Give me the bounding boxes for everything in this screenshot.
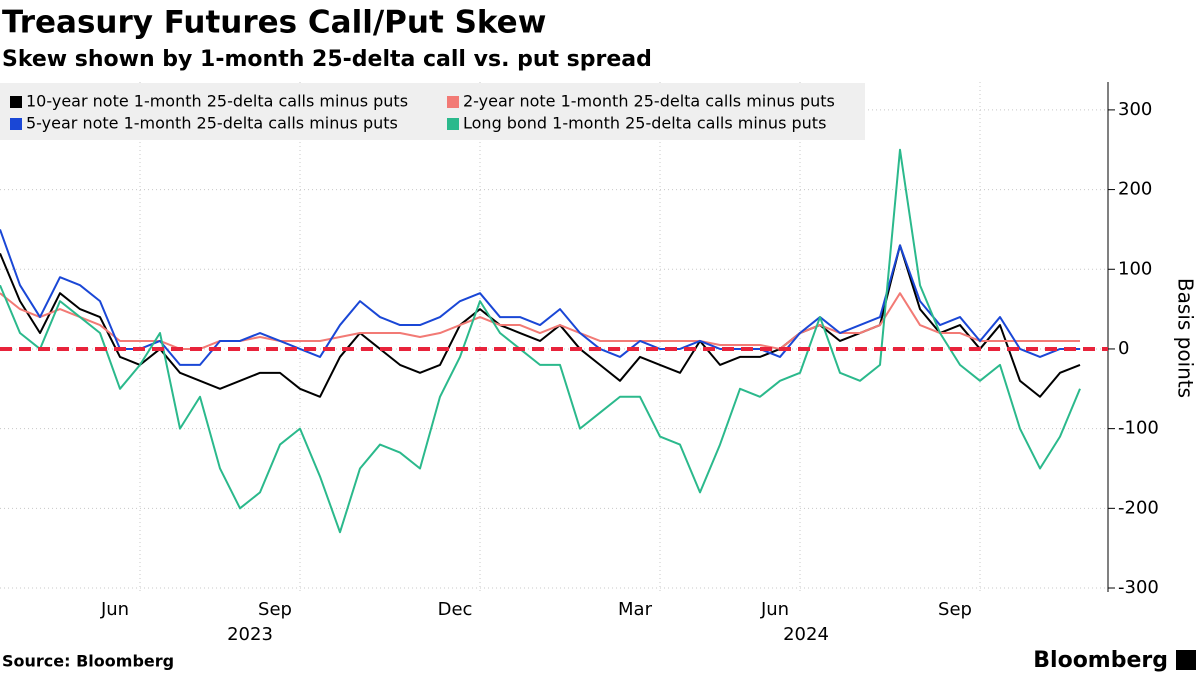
x-tick-label: Sep bbox=[258, 599, 292, 620]
chart-title: Treasury Futures Call/Put Skew bbox=[2, 5, 546, 41]
x-tick-label: Dec bbox=[438, 599, 473, 620]
y-tick-label: 100 bbox=[1118, 258, 1152, 279]
series-line bbox=[0, 229, 1080, 366]
year-label: 2024 bbox=[783, 624, 829, 645]
brand-icon bbox=[1176, 650, 1196, 670]
chart-subtitle: Skew shown by 1-month 25-delta call vs. … bbox=[2, 47, 652, 72]
y-axis-label: Basis points bbox=[1174, 278, 1198, 398]
legend-box bbox=[0, 83, 865, 140]
series-line bbox=[0, 148, 1081, 534]
legend-swatch bbox=[10, 96, 22, 108]
y-tick-label: 300 bbox=[1118, 99, 1152, 120]
source: Source: Bloomberg bbox=[2, 652, 174, 671]
legend-label: 5-year note 1-month 25-delta calls minus… bbox=[26, 114, 398, 133]
y-tick-label: -200 bbox=[1118, 497, 1159, 518]
x-tick-label: Jun bbox=[760, 599, 789, 620]
y-tick-label: 200 bbox=[1118, 179, 1152, 200]
x-tick-label: Sep bbox=[938, 599, 972, 620]
legend-swatch bbox=[447, 118, 459, 130]
legend-swatch bbox=[447, 96, 459, 108]
year-label: 2023 bbox=[227, 624, 273, 645]
x-tick-label: Mar bbox=[618, 599, 653, 620]
y-tick-label: 0 bbox=[1118, 338, 1129, 359]
legend-label: 2-year note 1-month 25-delta calls minus… bbox=[463, 92, 835, 111]
brand: Bloomberg bbox=[1033, 648, 1168, 673]
legend-label: Long bond 1-month 25-delta calls minus p… bbox=[463, 114, 826, 133]
legend-swatch bbox=[10, 118, 22, 130]
y-tick-label: -100 bbox=[1118, 418, 1159, 439]
legend-label: 10-year note 1-month 25-delta calls minu… bbox=[26, 92, 408, 111]
x-tick-label: Jun bbox=[100, 599, 129, 620]
y-tick-label: -300 bbox=[1118, 577, 1159, 598]
